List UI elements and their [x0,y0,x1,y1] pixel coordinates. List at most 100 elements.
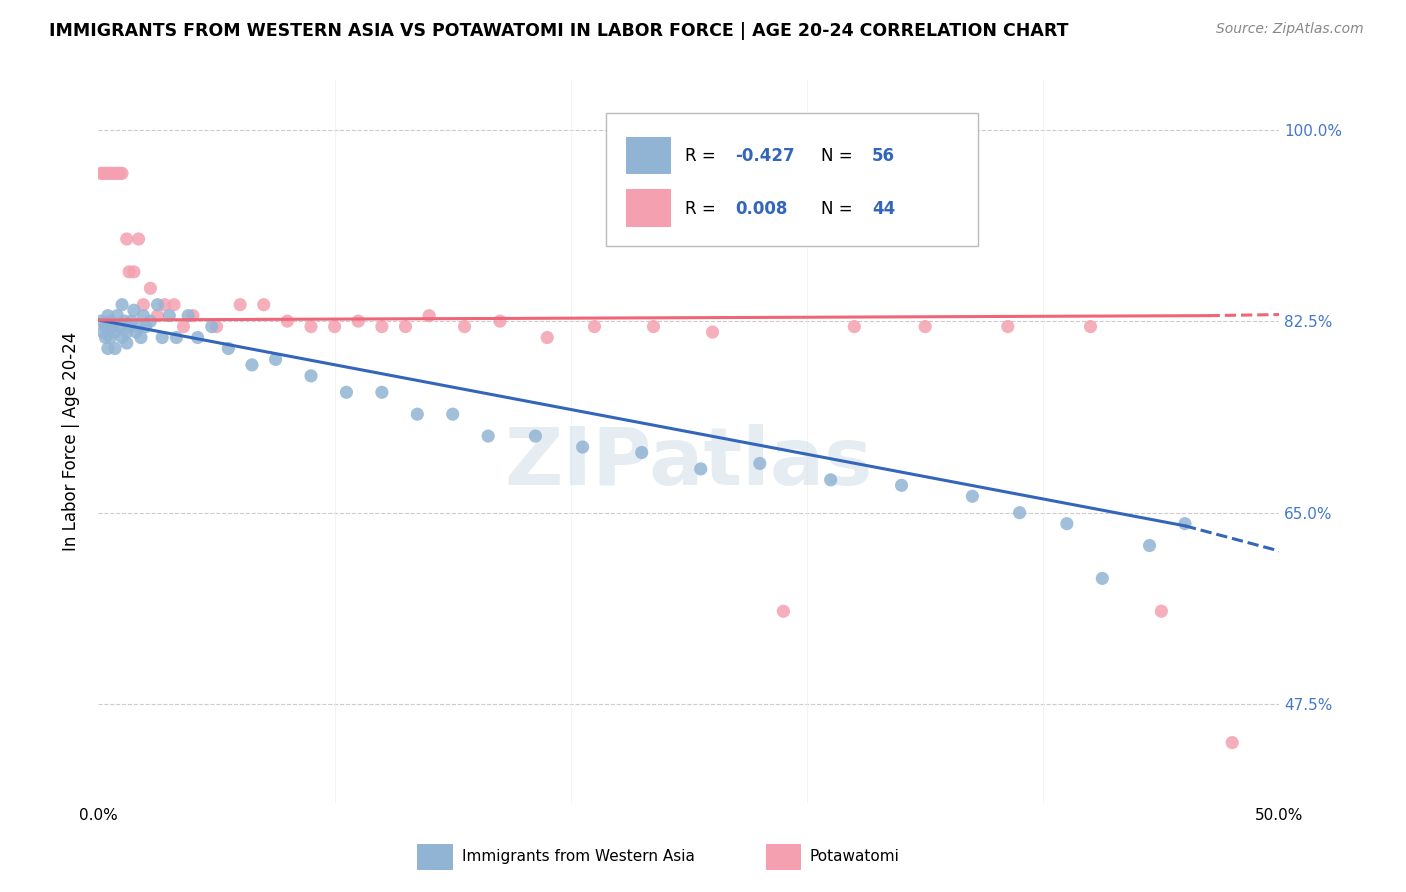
Point [264,352,287,367]
FancyBboxPatch shape [606,112,979,246]
Text: 44: 44 [872,200,896,218]
Point [1091,571,1114,585]
Point [128,232,150,246]
Point [97,342,120,356]
Point [371,319,394,334]
Point [125,325,148,339]
Point [187,330,209,344]
Point [253,298,276,312]
Point [323,319,346,334]
Point [139,314,162,328]
Point [111,330,134,344]
Point [122,303,145,318]
Point [371,385,394,400]
Point [104,325,127,339]
Y-axis label: In Labor Force | Age 20-24: In Labor Force | Age 20-24 [62,332,80,551]
Point [962,489,984,503]
Point [108,166,131,180]
Point [122,265,145,279]
Point [112,314,135,328]
Point [157,309,180,323]
Text: Source: ZipAtlas.com: Source: ZipAtlas.com [1216,22,1364,37]
Point [135,319,157,334]
Point [94,166,117,180]
Point [163,298,186,312]
Point [97,166,120,180]
Text: N =: N = [821,147,858,165]
Point [536,330,558,344]
Text: R =: R = [685,147,721,165]
Point [150,330,173,344]
Bar [626,189,671,227]
Point [118,319,141,334]
Point [91,325,114,339]
Point [128,319,150,334]
Point [914,319,936,334]
Point [181,309,204,323]
Point [98,330,121,344]
Point [115,325,138,339]
Point [441,407,464,421]
Point [104,342,127,356]
Text: N =: N = [821,200,858,218]
Point [104,166,127,180]
Point [146,298,169,312]
Point [240,358,263,372]
Point [299,368,322,383]
Point [299,319,322,334]
Point [172,319,194,334]
Point [139,281,162,295]
Point [132,309,155,323]
Point [94,319,117,334]
Point [997,319,1019,334]
Point [101,319,124,334]
Point [1150,604,1173,618]
Point [1080,319,1102,334]
Point [94,330,117,344]
Point [1139,539,1161,553]
Point [90,166,112,180]
Text: R =: R = [685,200,721,218]
Text: Immigrants from Western Asia: Immigrants from Western Asia [463,849,695,864]
Point [477,429,499,443]
Point [90,314,112,328]
Point [702,325,724,339]
Text: 56: 56 [872,147,896,165]
Point [453,319,475,334]
Point [394,319,416,334]
Point [91,166,114,180]
Point [146,309,169,323]
Point [1008,506,1031,520]
Point [748,457,770,471]
Point [335,385,357,400]
Point [98,314,121,328]
Point [772,604,794,618]
Point [153,298,176,312]
Point [118,265,141,279]
Point [115,232,138,246]
Point [132,298,155,312]
Bar [766,844,801,870]
Point [844,319,866,334]
Point [201,319,224,334]
Bar [626,136,671,174]
Point [177,309,200,323]
Text: -0.427: -0.427 [735,147,794,165]
Point [406,407,429,421]
Point [1220,735,1243,749]
Point [820,473,842,487]
Point [105,309,128,323]
Point [97,309,120,323]
Point [1174,516,1197,531]
Text: ZIPatlas: ZIPatlas [505,425,873,502]
Text: 0.008: 0.008 [735,200,787,218]
Point [108,319,131,334]
Point [583,319,606,334]
Point [524,429,547,443]
Point [111,298,134,312]
Point [276,314,298,328]
Point [630,445,652,459]
Point [115,336,138,351]
Text: Potawatomi: Potawatomi [810,849,900,864]
Point [418,309,440,323]
